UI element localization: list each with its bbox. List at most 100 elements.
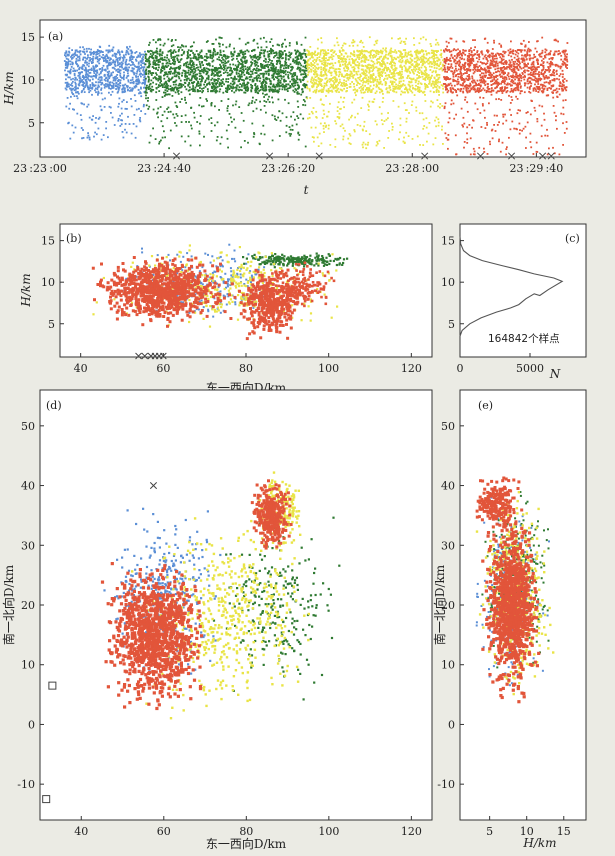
radiation-point [400,55,403,58]
radiation-point [338,116,341,119]
radiation-point [370,67,373,69]
radiation-point [421,112,424,115]
radiation-point [357,70,360,73]
radiation-point [420,66,423,69]
radiation-point [111,116,114,119]
radiation-point [385,53,387,56]
radiation-point [73,55,76,58]
radiation-point [131,58,134,60]
radiation-point [339,68,341,71]
radiation-point [169,129,172,132]
radiation-point [119,69,122,72]
radiation-point [192,57,195,59]
radiation-point [134,136,137,139]
radiation-point [152,63,155,65]
radiation-point [272,66,275,69]
radiation-point [295,63,298,65]
radiation-point [399,131,401,134]
radiation-point [159,43,162,46]
radiation-point [427,62,430,65]
radiation-point [320,142,323,145]
radiation-point [218,109,220,111]
radiation-point [323,85,326,88]
radiation-point [554,50,557,53]
radiation-point [78,51,81,54]
radiation-point [77,87,79,90]
radiation-point [75,61,77,63]
radiation-point [78,74,81,76]
radiation-point [421,64,424,67]
radiation-point [121,88,123,91]
radiation-point [263,133,266,136]
radiation-point [514,53,517,56]
radiation-point [133,85,136,88]
radiation-point [181,85,183,88]
radiation-point [381,75,383,77]
radiation-point [344,63,347,66]
radiation-point [158,77,161,80]
radiation-point [213,67,216,69]
radiation-point [393,69,396,72]
radiation-point [435,38,438,41]
radiation-point [277,116,279,119]
radiation-point [147,50,149,52]
radiation-point [248,76,251,78]
radiation-point [345,65,348,68]
radiation-point [314,71,317,74]
radiation-point [423,125,426,127]
radiation-point [233,82,235,85]
radiation-point [308,89,311,92]
radiation-point [136,70,139,73]
radiation-point [243,56,245,59]
radiation-point [105,85,108,88]
radiation-point [161,86,164,88]
radiation-point [205,59,208,62]
radiation-point [305,67,308,70]
radiation-point [140,86,142,89]
radiation-point [73,89,76,92]
radiation-point [305,56,308,58]
radiation-point [410,63,413,66]
radiation-point [274,88,277,91]
radiation-point [496,64,499,67]
radiation-point [85,83,88,85]
radiation-point [239,88,242,91]
radiation-point [415,50,418,52]
radiation-point [256,79,259,82]
radiation-point [86,57,89,60]
radiation-point [279,64,282,67]
radiation-point [199,144,201,147]
radiation-point [176,115,179,117]
radiation-point [183,79,186,81]
radiation-point [288,126,291,128]
radiation-point [103,74,106,77]
radiation-point [360,85,362,88]
radiation-point [268,58,271,61]
radiation-point [433,85,436,88]
radiation-point [274,51,277,54]
radiation-point [263,54,266,57]
radiation-point [122,99,125,101]
radiation-point [130,79,132,82]
radiation-point [295,51,298,54]
radiation-point [469,137,472,140]
radiation-point [400,61,403,64]
radiation-point [149,70,151,73]
radiation-point [440,56,443,59]
radiation-point [546,61,549,64]
radiation-point [99,81,102,84]
radiation-point [419,56,422,59]
radiation-point [184,114,187,117]
radiation-point [189,61,192,64]
radiation-point [351,41,353,44]
radiation-point [142,79,145,81]
radiation-point [532,153,535,155]
radiation-point [177,75,180,78]
radiation-point [88,62,90,65]
radiation-point [336,37,338,40]
radiation-point [381,52,384,55]
radiation-point [114,85,117,87]
radiation-point [327,124,330,127]
radiation-point [330,66,333,69]
radiation-point [136,79,139,81]
